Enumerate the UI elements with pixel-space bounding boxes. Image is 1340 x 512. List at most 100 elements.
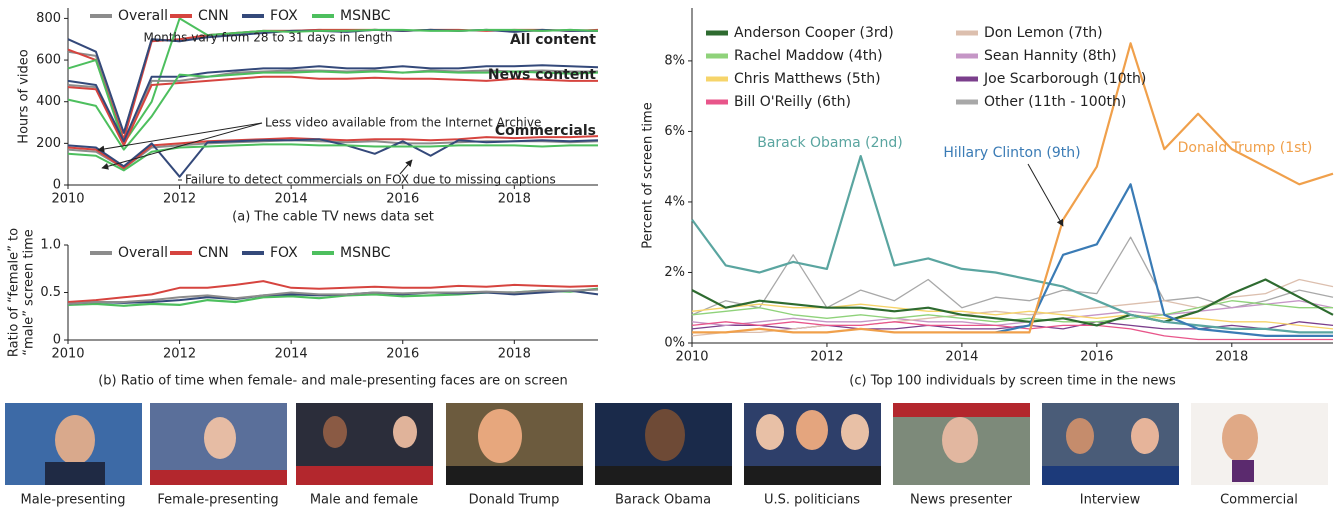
chart-caption: (b) Ratio of time when female- and male-…	[98, 374, 568, 389]
thumbnail-caption: Interview	[1080, 493, 1141, 508]
y-tick-label: 0	[53, 178, 61, 193]
series-label: Donald Trump (1st)	[1178, 140, 1313, 156]
thumbnail-face	[1131, 418, 1159, 454]
thumbnail-caption: Male-presenting	[20, 493, 125, 508]
y-tick-label: 800	[36, 11, 61, 26]
thumbnail-caption: Male and female	[310, 493, 418, 508]
thumbnail-banner	[595, 466, 732, 485]
y-axis-label: Ratio of “female” to	[7, 228, 22, 357]
x-tick-label: 2016	[1080, 350, 1113, 365]
x-tick-label: 2014	[945, 350, 978, 365]
series-line	[691, 303, 1334, 330]
series-line	[67, 135, 599, 170]
annotation-arrow	[101, 122, 263, 170]
thumbnail-caption: U.S. politicians	[764, 493, 860, 508]
x-tick-label: 2010	[51, 347, 84, 362]
series-line	[691, 155, 1333, 334]
x-tick-label: 2012	[163, 192, 196, 207]
y-axis-label: Hours of video	[17, 49, 32, 143]
y-tick-label: 8%	[664, 53, 685, 68]
thumbnail-banner	[893, 403, 1030, 417]
x-tick-label: 2010	[675, 350, 708, 365]
thumbnail-caption: Commercial	[1220, 493, 1298, 508]
series-label: Barack Obama (2nd)	[757, 135, 903, 151]
thumbnail-product	[1232, 460, 1254, 482]
annotation-arrow	[97, 122, 263, 153]
x-tick-label: 2012	[163, 347, 196, 362]
legend-label: Chris Matthews (5th)	[734, 71, 881, 87]
series-line	[67, 138, 599, 178]
legend-label: CNN	[198, 8, 229, 24]
legend-label: Anderson Cooper (3rd)	[734, 25, 894, 41]
legend-label: FOX	[270, 8, 298, 24]
thumbnail-face	[1066, 418, 1094, 454]
thumbnail-row	[5, 403, 1328, 485]
thumbnail-face	[323, 416, 347, 448]
legend-label: MSNBC	[340, 8, 391, 24]
y-tick-label: 400	[36, 94, 61, 109]
chart-caption: (c) Top 100 individuals by screen time i…	[849, 374, 1176, 389]
y-tick-label: 1.0	[40, 238, 61, 253]
thumbnail-caption: Barack Obama	[615, 493, 711, 508]
series-line	[67, 75, 598, 147]
thumbnail-face	[645, 409, 685, 461]
group-label: All content	[510, 32, 596, 48]
x-tick-label: 2018	[1215, 350, 1248, 365]
x-tick-label: 2010	[51, 192, 84, 207]
x-tick-label: 2014	[275, 347, 308, 362]
legend-label: Joe Scarborough (10th)	[983, 71, 1146, 87]
y-tick-label: 0	[53, 333, 61, 348]
series-line	[995, 183, 1333, 337]
thumbnail-banner	[744, 466, 881, 485]
thumbnail-face	[841, 414, 869, 450]
legend-label: CNN	[198, 245, 229, 261]
thumbnail-face	[1222, 414, 1258, 462]
annotation-arrow	[399, 159, 413, 175]
legend-label: Bill O'Reilly (6th)	[734, 94, 851, 110]
series-line	[67, 288, 599, 305]
thumbnail-caption: Donald Trump	[469, 493, 560, 508]
thumbnail-caption: News presenter	[910, 493, 1013, 508]
y-tick-label: 0.5	[40, 285, 61, 300]
group-label: News content	[488, 67, 596, 83]
series-line	[67, 64, 599, 143]
series-line	[692, 42, 1334, 334]
thumbnail-banner	[150, 470, 287, 485]
x-tick-label: 2016	[386, 347, 419, 362]
thumbnail-face	[942, 417, 978, 463]
y-tick-label: 2%	[664, 265, 685, 280]
y-tick-label: 600	[36, 53, 61, 68]
legend-label: Sean Hannity (8th)	[984, 48, 1117, 64]
thumbnail-banner	[1042, 466, 1179, 485]
x-tick-label: 2018	[498, 192, 531, 207]
annotation: Less video available from the Internet A…	[265, 116, 541, 130]
y-tick-label: 0%	[664, 336, 685, 351]
legend-label: FOX	[270, 245, 298, 261]
series-line	[67, 143, 598, 172]
series-label: Hillary Clinton (9th)	[943, 145, 1080, 161]
series-line	[691, 321, 1333, 341]
series-line	[691, 278, 1334, 327]
y-tick-label: 200	[36, 136, 61, 151]
annotation-arrow	[1027, 163, 1064, 227]
annotation: Failure to detect commercials on FOX due…	[185, 173, 556, 187]
legend-label: Overall	[118, 245, 168, 261]
thumbnail-banner	[446, 466, 583, 485]
series-line	[691, 300, 1334, 327]
legend-label: Rachel Maddow (4th)	[734, 48, 883, 64]
legend-label: Overall	[118, 8, 168, 24]
y-axis-label: Percent of screen time	[641, 102, 656, 248]
legend-label: Other (11th - 100th)	[984, 94, 1126, 110]
y-tick-label: 4%	[664, 194, 685, 209]
x-tick-label: 2012	[810, 350, 843, 365]
x-tick-label: 2014	[275, 192, 308, 207]
thumbnail-face	[55, 415, 95, 465]
chart-caption: (a) The cable TV news data set	[232, 210, 434, 225]
thumbnail-body	[45, 462, 105, 485]
thumbnail-caption: Female-presenting	[157, 493, 278, 508]
thumbnail-banner	[296, 466, 433, 485]
legend-label: MSNBC	[340, 245, 391, 261]
thumbnail	[1191, 403, 1328, 485]
y-axis-label: “male” screen time	[22, 229, 37, 356]
